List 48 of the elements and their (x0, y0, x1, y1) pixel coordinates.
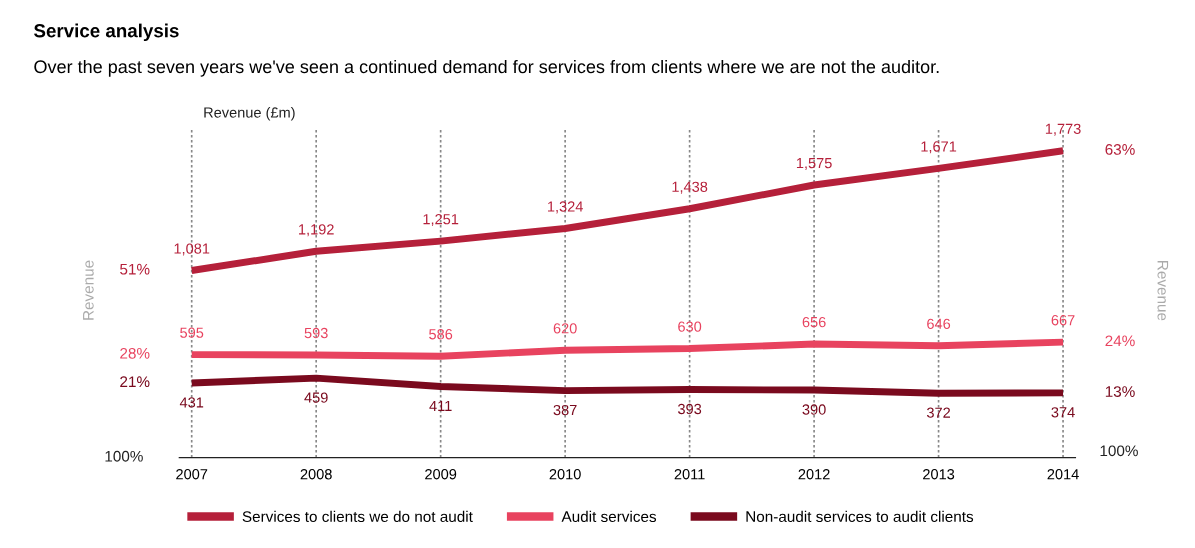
data-label: 393 (678, 403, 702, 415)
x-tick-label: 2009 (425, 469, 457, 480)
text: 100% (1100, 445, 1138, 457)
x-tick-label: 2014 (1047, 469, 1079, 480)
chart-title: Service analysis (34, 23, 179, 42)
data-label: 667 (1051, 315, 1075, 326)
x-tick-label: 2011 (674, 469, 705, 480)
data-label: 372 (926, 407, 951, 418)
data-label: 1,671 (921, 141, 957, 154)
data-label: 1,773 (1045, 123, 1081, 136)
x-tick-label: 2012 (798, 469, 830, 480)
data-label: 431 (179, 397, 204, 408)
data-label: 593 (304, 327, 328, 339)
legend-label: Services to clients we do not audit (242, 510, 473, 523)
data-label: 656 (802, 316, 826, 328)
x-tick-label: 2007 (176, 469, 208, 480)
x-tick-label: 2013 (923, 469, 955, 480)
text: 100% (105, 450, 143, 462)
data-label: 586 (429, 329, 453, 340)
data-label: 620 (553, 323, 577, 334)
data-label: 646 (927, 318, 951, 330)
data-label: 1,192 (299, 224, 334, 237)
annotation: 24% (1105, 335, 1135, 347)
data-label: 374 (1051, 407, 1075, 418)
data-label: 595 (180, 327, 204, 338)
data-label: 630 (678, 321, 702, 332)
text: Revenue (£m) (204, 106, 295, 121)
annotation: 51% (120, 263, 150, 275)
annotation: 13% (1105, 386, 1135, 397)
data-label: 1,575 (796, 158, 832, 170)
legend-label: Audit services (561, 510, 657, 523)
data-label: 1,251 (423, 213, 459, 227)
data-label: 411 (429, 400, 452, 411)
x-tick-label: 2010 (549, 469, 581, 480)
data-label: 387 (553, 404, 577, 416)
data-label: 390 (802, 404, 826, 415)
annotation: 28% (120, 347, 150, 359)
data-label: 1,081 (174, 243, 210, 256)
data-label: 1,324 (548, 201, 583, 214)
legend-label: Non-audit services to audit clients (746, 510, 974, 523)
data-label: 459 (304, 392, 328, 403)
text: Revenue (1157, 261, 1169, 321)
annotation: 21% (120, 376, 150, 388)
text: Revenue (83, 260, 94, 320)
annotation: 63% (1105, 144, 1135, 155)
x-tick-label: 2008 (300, 469, 332, 480)
data-label: 1,438 (672, 181, 708, 194)
chart-subtitle: Over the past seven years we've seen a continued demand for services from clients where we are not the auditor. (34, 59, 939, 77)
